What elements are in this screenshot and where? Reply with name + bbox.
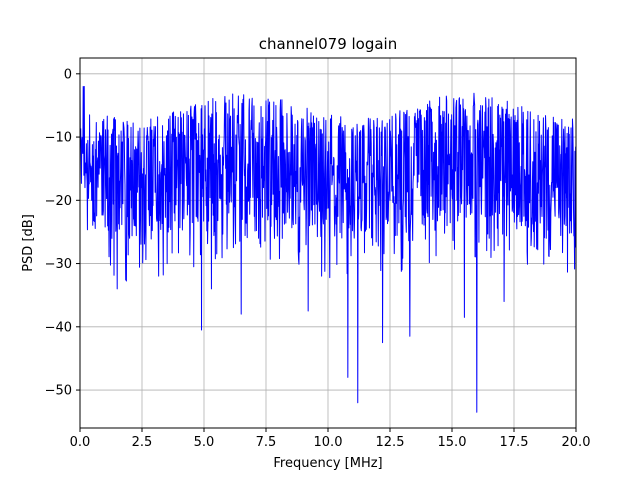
y-tick-label: −20 [45, 194, 72, 209]
x-tick-label: 0.0 [70, 435, 91, 450]
x-tick-label: 15.0 [438, 435, 467, 450]
chart-title: channel079 logain [259, 35, 398, 53]
y-tick-label: −30 [45, 257, 72, 272]
x-tick-label: 2.5 [132, 435, 153, 450]
x-tick-label: 10.0 [314, 435, 343, 450]
x-tick-label: 7.5 [256, 435, 277, 450]
y-tick-label: −50 [45, 384, 72, 399]
x-tick-label: 12.5 [376, 435, 405, 450]
x-axis-label: Frequency [MHz] [273, 456, 382, 471]
y-tick-label: 0 [64, 67, 72, 82]
x-axis-ticks: 0.0 2.5 5.0 7.5 10.0 12.5 15.0 17.5 20.0 [70, 428, 591, 450]
y-axis-ticks: 0 −10 −20 −30 −40 −50 [45, 67, 80, 399]
x-tick-label: 17.5 [500, 435, 529, 450]
x-tick-label: 20.0 [562, 435, 591, 450]
x-tick-label: 5.0 [194, 435, 215, 450]
y-tick-label: −10 [45, 131, 72, 146]
psd-series-line [79, 85, 577, 413]
y-axis-label: PSD [dB] [21, 214, 36, 272]
y-tick-label: −40 [45, 320, 72, 335]
